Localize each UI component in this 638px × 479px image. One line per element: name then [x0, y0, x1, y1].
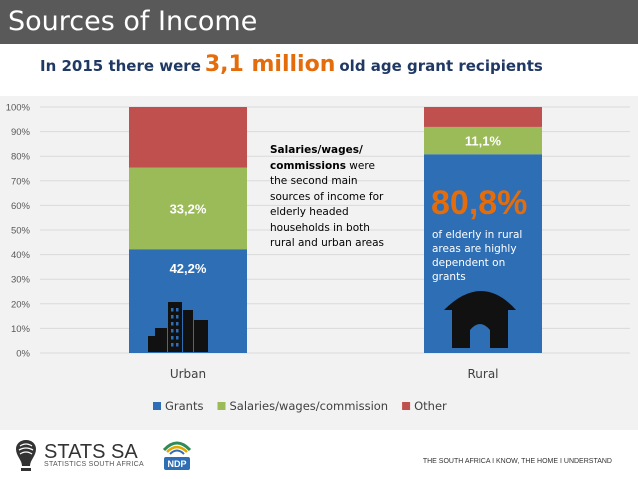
salaries-annotation-bold: Salaries/wages/ commissions [270, 144, 363, 172]
headline-value: 3,1 million [204, 52, 336, 77]
stats-sa-logo-subtitle: STATISTICS SOUTH AFRICA [44, 461, 144, 468]
legend-swatch [153, 402, 161, 410]
legend-label: Salaries/wages/commission [229, 399, 388, 413]
legend-swatch [217, 402, 226, 410]
y-tick-label: 100% [6, 103, 31, 114]
bar-segment [424, 107, 542, 127]
y-tick-label: 80% [11, 152, 31, 163]
legend-label: Other [414, 399, 447, 413]
y-tick-label: 20% [11, 299, 31, 310]
y-tick-label: 30% [11, 275, 31, 286]
y-tick-label: 60% [11, 201, 31, 212]
y-tick-label: 70% [11, 176, 31, 187]
y-tick-label: 40% [11, 250, 31, 261]
data-label: 42,2% [170, 261, 207, 276]
bar-segment [129, 167, 247, 250]
stats-sa-logo-icon [16, 440, 36, 471]
data-label: 33,2% [170, 201, 207, 216]
stacked-bar-chart: 0% 10% 20% 30% 40% 50% 60% 70% 80% 90% 100% 42,2% 33… [6, 103, 630, 413]
ndp-logo-icon: NDP [162, 441, 192, 470]
rural-grant-percentage: 80,8% [431, 184, 528, 222]
svg-text:NDP: NDP [167, 459, 186, 469]
y-tick-label: 90% [11, 127, 31, 138]
headline-post: old age grant recipients [339, 57, 543, 75]
headline-pre: In 2015 there were [40, 57, 201, 75]
category-label: Rural [467, 367, 498, 381]
slide-title: Sources of Income [0, 0, 638, 44]
y-tick-label: 10% [11, 324, 31, 335]
stats-sa-logo-text: STATS SA [44, 441, 138, 463]
footer-tagline: THE SOUTH AFRICA I KNOW, THE HOME I UNDE… [422, 458, 612, 465]
bar-segment [129, 107, 247, 168]
legend-label: Grants [165, 399, 203, 413]
rural-annotation: of elderly in rural areas are highly dep… [432, 229, 523, 283]
footer [0, 430, 638, 479]
data-label: 11,1% [465, 134, 502, 149]
hut-icon [444, 291, 516, 348]
salaries-annotation-text: were the second main sources of income f… [270, 159, 385, 250]
category-label: Urban [170, 367, 206, 381]
headline: In 2015 there were 3,1 million old age gra… [40, 52, 543, 77]
legend-swatch [402, 402, 411, 410]
salaries-annotation: Salaries/wages/ commissions were the sec… [270, 143, 390, 252]
y-tick-label: 50% [11, 226, 31, 237]
y-tick-label: 0% [16, 349, 30, 360]
buildings-icon [148, 302, 208, 352]
bar-segment [424, 126, 542, 155]
